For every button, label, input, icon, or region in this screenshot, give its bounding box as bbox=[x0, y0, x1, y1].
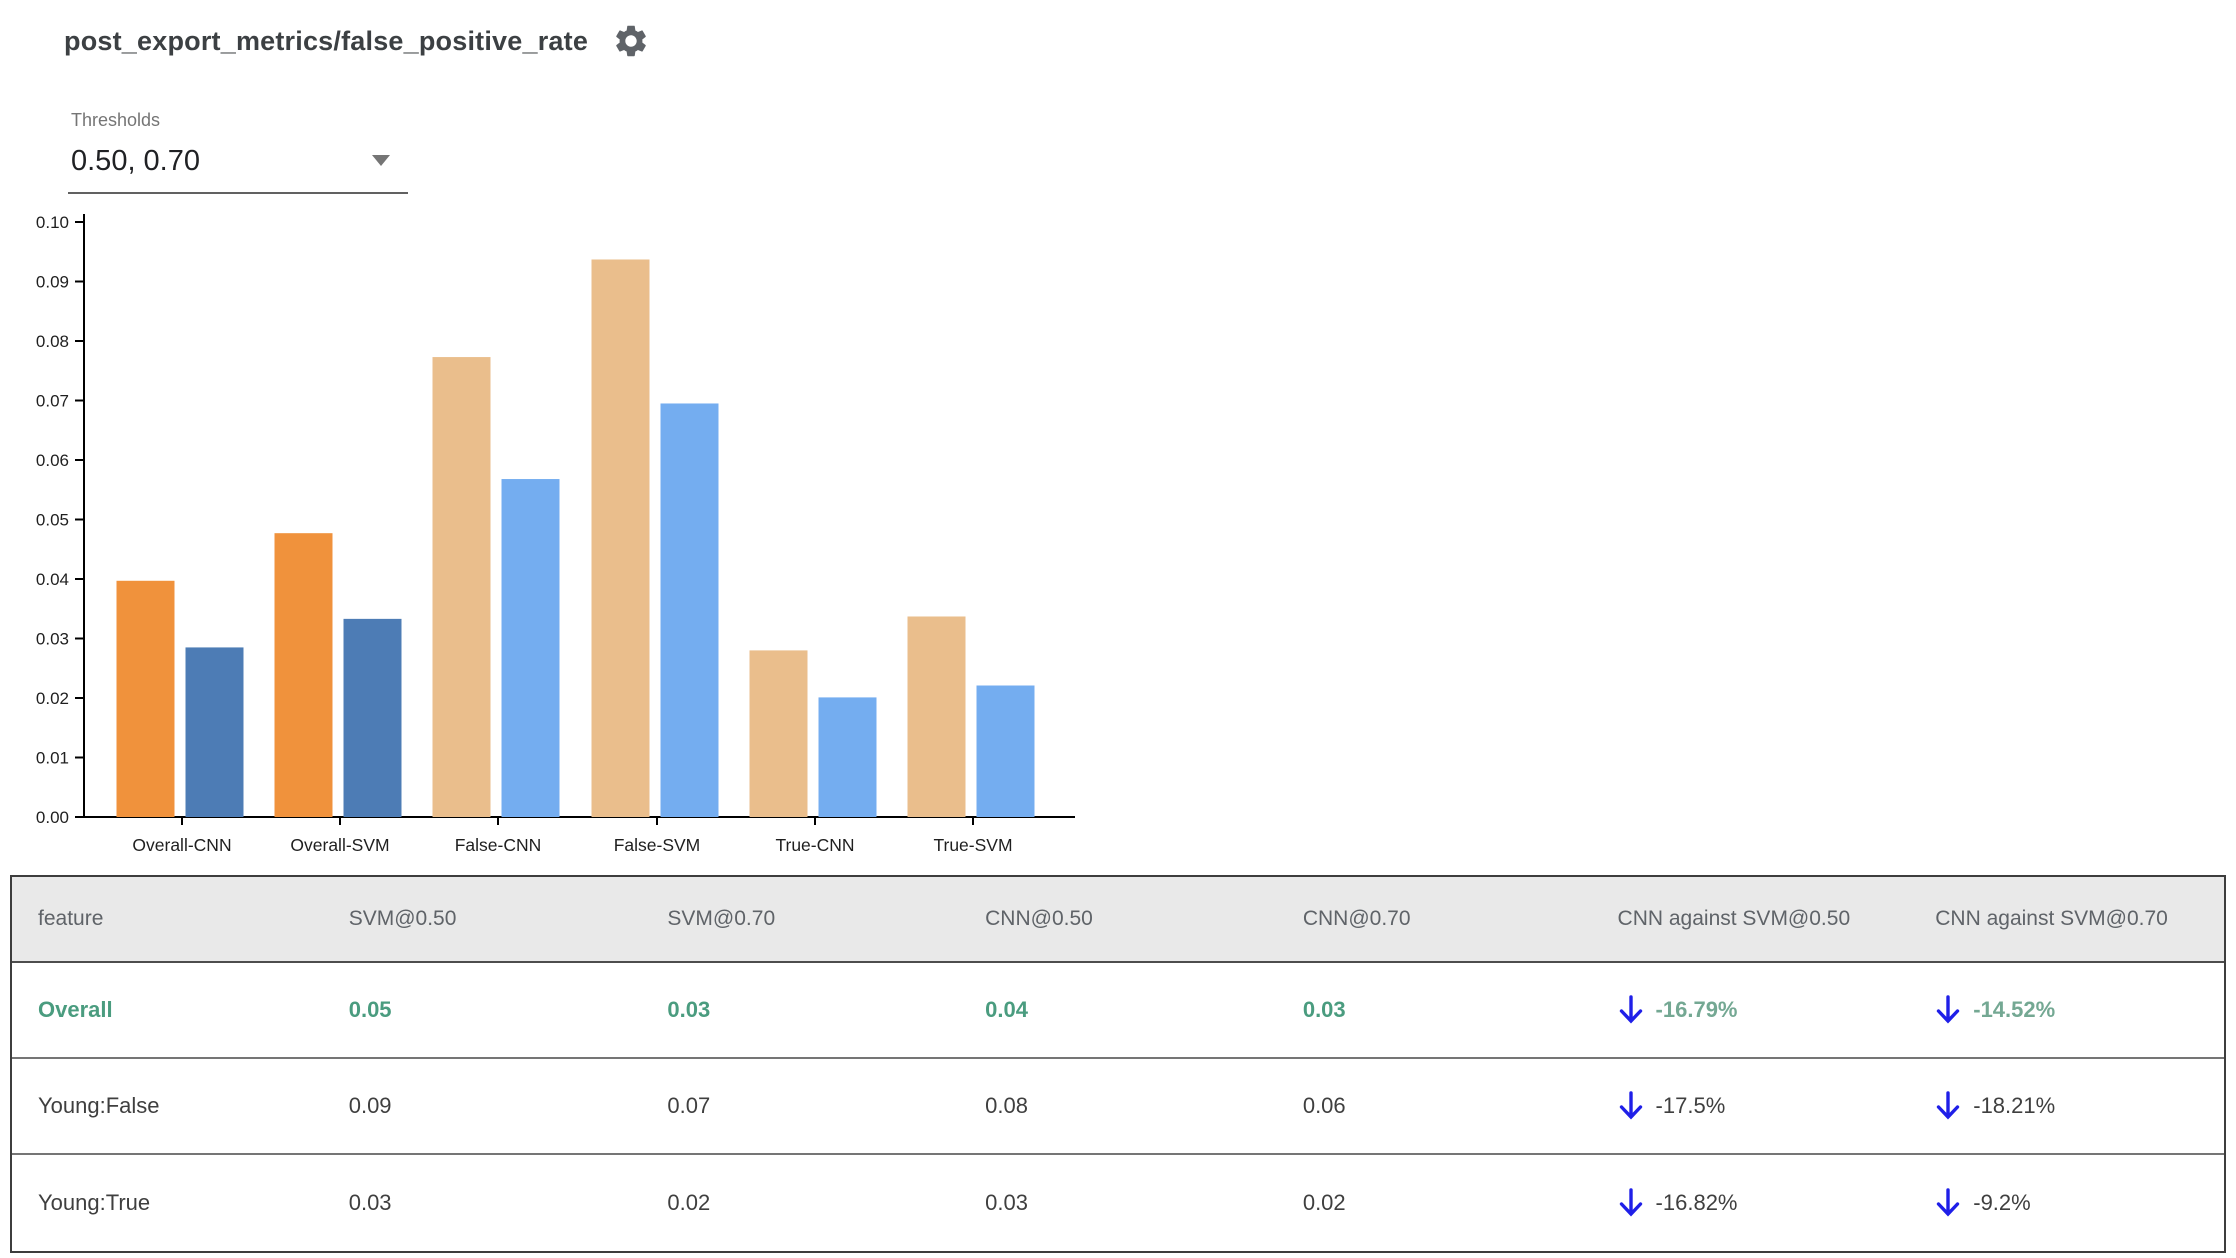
y-tick-label: 0.00 bbox=[36, 808, 69, 827]
thresholds-dropdown[interactable]: Thresholds 0.50, 0.70 bbox=[68, 110, 408, 194]
bar-False-CNN-threshold0.50[interactable] bbox=[432, 357, 491, 817]
feature-cell[interactable]: Overall bbox=[38, 997, 113, 1022]
y-tick-label: 0.06 bbox=[36, 451, 69, 470]
bar-Overall-SVM-threshold0.50[interactable] bbox=[274, 533, 333, 817]
diff-value: -14.52% bbox=[1973, 997, 2056, 1022]
arrow-down-icon bbox=[1937, 1091, 1960, 1120]
bar-False-CNN-threshold0.70[interactable] bbox=[501, 479, 560, 817]
column-header-diff70: CNN against SVM@0.70 bbox=[1935, 907, 2168, 930]
y-tick-label: 0.04 bbox=[36, 570, 69, 589]
diff-value: -9.2% bbox=[1973, 1190, 2031, 1215]
x-category-label: False-SVM bbox=[614, 835, 701, 855]
value-cell: 0.02 bbox=[667, 1190, 711, 1215]
bar-chart: 0.00 0.01 0.02 0.03 0.04 0.05 0.06 0.07 0.08 0.09… bbox=[36, 213, 1075, 855]
x-category-label: False-CNN bbox=[455, 835, 542, 855]
dropdown-arrow-icon bbox=[372, 155, 390, 166]
value-cell: 0.04 bbox=[985, 997, 1028, 1022]
diff-value: -16.82% bbox=[1655, 1190, 1738, 1215]
page-title: post_export_metrics/false_positive_rate bbox=[64, 26, 589, 56]
column-header-svm50: SVM@0.50 bbox=[348, 907, 457, 930]
value-cell: 0.09 bbox=[348, 1093, 392, 1118]
diff-cell: -16.82% bbox=[1608, 1155, 1926, 1251]
thresholds-select[interactable]: 0.50, 0.70 bbox=[68, 141, 408, 194]
bar-False-SVM-threshold0.50[interactable] bbox=[591, 259, 650, 817]
column-header-diff50: CNN against SVM@0.50 bbox=[1617, 907, 1851, 930]
value-cell: 0.03 bbox=[667, 997, 711, 1022]
feature-cell[interactable]: Young:True bbox=[38, 1190, 151, 1215]
value-cell: 0.03 bbox=[1302, 997, 1346, 1022]
bar-Overall-CNN-threshold0.50[interactable] bbox=[116, 580, 175, 817]
x-category-label: Overall-CNN bbox=[132, 835, 231, 855]
bar-False-SVM-threshold0.70[interactable] bbox=[660, 403, 719, 817]
y-tick-label: 0.01 bbox=[36, 749, 69, 768]
bar-True-SVM-threshold0.70[interactable] bbox=[976, 685, 1035, 817]
bar-True-CNN-threshold0.50[interactable] bbox=[749, 650, 808, 817]
value-cell: 0.06 bbox=[1302, 1093, 1346, 1118]
settings-gear-icon[interactable] bbox=[612, 22, 652, 62]
y-tick-label: 0.09 bbox=[36, 273, 69, 292]
y-tick-label: 0.05 bbox=[36, 511, 69, 530]
column-header-svm70: SVM@0.70 bbox=[667, 907, 776, 930]
diff-value: -18.21% bbox=[1973, 1093, 2056, 1118]
arrow-down-icon bbox=[1619, 1091, 1642, 1120]
value-cell: 0.03 bbox=[985, 1190, 1028, 1215]
bar-Overall-CNN-threshold0.70[interactable] bbox=[185, 647, 244, 817]
column-header-feature: feature bbox=[38, 907, 104, 930]
diff-cell: -18.21% bbox=[1925, 1059, 2224, 1153]
y-tick-label: 0.07 bbox=[36, 392, 69, 411]
bar-True-CNN-threshold0.70[interactable] bbox=[818, 697, 877, 817]
thresholds-value: 0.50, 0.70 bbox=[71, 145, 200, 177]
bar-Overall-SVM-threshold0.70[interactable] bbox=[343, 618, 402, 817]
column-header-cnn70: CNN@0.70 bbox=[1302, 907, 1411, 930]
table-row-overall[interactable]: Overall 0.05 0.03 0.04 0.03 -16.79% -14.… bbox=[12, 963, 2224, 1059]
x-category-label: True-CNN bbox=[775, 835, 854, 855]
y-tick-label: 0.02 bbox=[36, 689, 69, 708]
arrow-down-icon bbox=[1619, 995, 1642, 1024]
column-header-cnn50: CNN@0.50 bbox=[985, 907, 1093, 930]
diff-cell: -17.5% bbox=[1608, 1059, 1926, 1153]
table-row-young-false[interactable]: Young:False 0.09 0.07 0.08 0.06 -17.5% -… bbox=[12, 1059, 2224, 1155]
bar-True-SVM-threshold0.50[interactable] bbox=[907, 616, 966, 817]
diff-value: -17.5% bbox=[1655, 1093, 1726, 1118]
value-cell: 0.08 bbox=[985, 1093, 1028, 1118]
feature-cell[interactable]: Young:False bbox=[38, 1093, 160, 1118]
arrow-down-icon bbox=[1619, 1188, 1642, 1217]
arrow-down-icon bbox=[1937, 1188, 1960, 1217]
value-cell: 0.02 bbox=[1302, 1190, 1346, 1215]
arrow-down-icon bbox=[1937, 995, 1960, 1024]
x-category-label: True-SVM bbox=[933, 835, 1012, 855]
value-cell: 0.03 bbox=[348, 1190, 392, 1215]
y-tick-label: 0.10 bbox=[36, 213, 69, 232]
y-tick-label: 0.08 bbox=[36, 332, 69, 351]
diff-cell: -9.2% bbox=[1925, 1155, 2224, 1251]
value-cell: 0.07 bbox=[667, 1093, 711, 1118]
diff-value: -16.79% bbox=[1655, 997, 1738, 1022]
diff-cell: -16.79% bbox=[1608, 963, 1926, 1057]
y-tick-label: 0.03 bbox=[36, 630, 69, 649]
value-cell: 0.05 bbox=[348, 997, 392, 1022]
metrics-table: feature SVM@0.50 SVM@0.70 CNN@0.50 CNN@0… bbox=[10, 875, 2226, 1253]
table-row-young-true[interactable]: Young:True 0.03 0.02 0.03 0.02 -16.82% -… bbox=[12, 1155, 2224, 1251]
x-category-label: Overall-SVM bbox=[290, 835, 389, 855]
diff-cell: -14.52% bbox=[1925, 963, 2224, 1057]
thresholds-label: Thresholds bbox=[71, 110, 161, 130]
table-header-row: feature SVM@0.50 SVM@0.70 CNN@0.50 CNN@0… bbox=[12, 877, 2224, 963]
